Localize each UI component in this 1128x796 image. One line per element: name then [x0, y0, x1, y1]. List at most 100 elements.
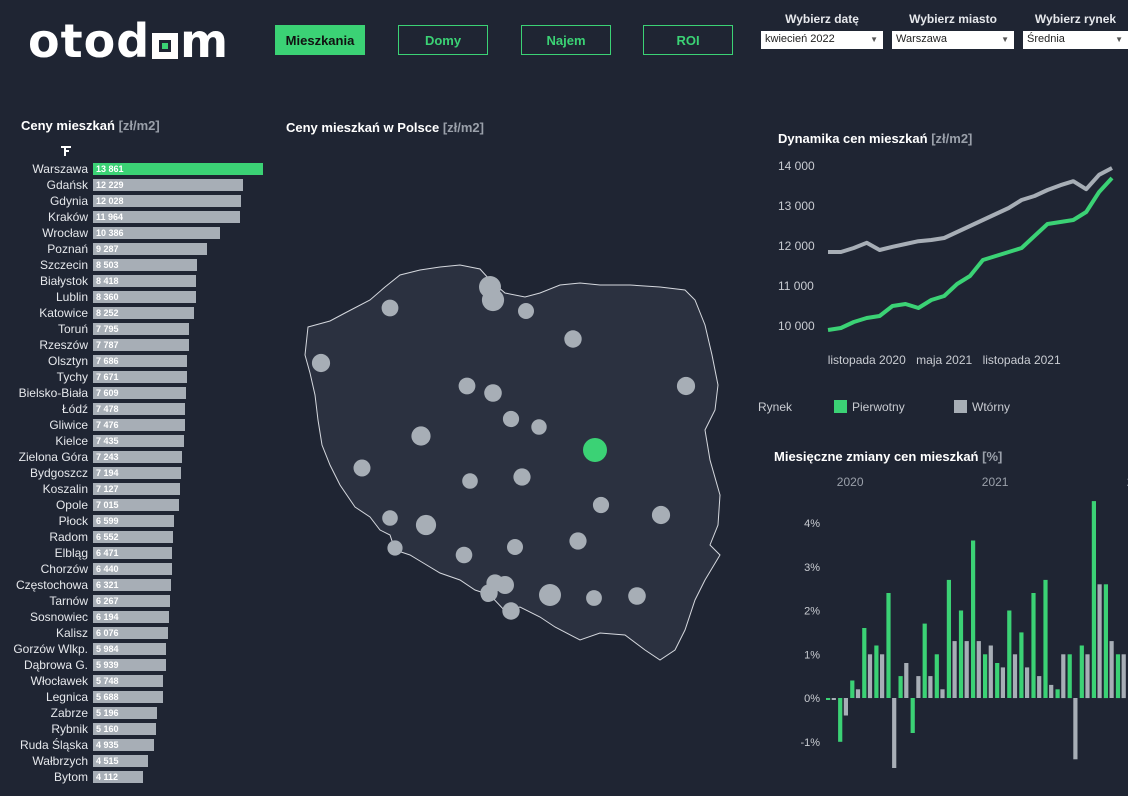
ranking-row[interactable]: Kalisz 6 076: [0, 627, 270, 639]
bar-wtórny[interactable]: [843, 698, 848, 716]
ranking-bar[interactable]: 7 127: [93, 483, 180, 495]
ranking-bar[interactable]: 8 503: [93, 259, 197, 271]
ranking-row[interactable]: Szczecin 8 503: [0, 259, 270, 271]
ranking-bar[interactable]: 9 287: [93, 243, 207, 255]
bar-pierwotny[interactable]: [1043, 579, 1048, 698]
ranking-bar[interactable]: 8 360: [93, 291, 196, 303]
ranking-bar[interactable]: 6 552: [93, 531, 173, 543]
ranking-row[interactable]: Warszawa 13 861: [0, 163, 270, 175]
bar-pierwotny[interactable]: [983, 654, 988, 699]
ranking-row[interactable]: Toruń 7 795: [0, 323, 270, 335]
ranking-row[interactable]: Rybnik 5 160: [0, 723, 270, 735]
ranking-bar[interactable]: 10 386: [93, 227, 220, 239]
map-city-bubble[interactable]: [502, 410, 520, 428]
ranking-row[interactable]: Wałbrzych 4 515: [0, 755, 270, 767]
map-city-bubble[interactable]: [411, 426, 431, 446]
ranking-bar[interactable]: 4 935: [93, 739, 154, 751]
map-city-bubble[interactable]: [569, 532, 587, 550]
map-city-bubble[interactable]: [564, 330, 582, 348]
ranking-row[interactable]: Bytom 4 112: [0, 771, 270, 783]
bar-pierwotny[interactable]: [958, 610, 964, 699]
poland-map[interactable]: [300, 255, 730, 665]
ranking-row[interactable]: Zielona Góra 7 243: [0, 451, 270, 463]
ranking-bar[interactable]: 7 243: [93, 451, 182, 463]
bar-wtórny[interactable]: [1049, 684, 1054, 698]
ranking-bar[interactable]: 7 015: [93, 499, 179, 511]
legend-swatch-pierwotny[interactable]: [834, 400, 847, 413]
otodom-logo[interactable]: otod m: [28, 18, 229, 64]
ranking-row[interactable]: Gdańsk 12 229: [0, 179, 270, 191]
ranking-bar[interactable]: 7 609: [93, 387, 186, 399]
ranking-row[interactable]: Kielce 7 435: [0, 435, 270, 447]
ranking-row[interactable]: Lublin 8 360: [0, 291, 270, 303]
bar-wtórny[interactable]: [988, 645, 993, 699]
map-city-bubble[interactable]: [676, 376, 696, 396]
map-city-bubble[interactable]: [387, 540, 403, 556]
ranking-row[interactable]: Elbląg 6 471: [0, 547, 270, 559]
ranking-row[interactable]: Gliwice 7 476: [0, 419, 270, 431]
bar-pierwotny[interactable]: [971, 540, 976, 699]
bar-wtórny[interactable]: [904, 663, 909, 698]
nav-button-domy[interactable]: Domy: [398, 25, 488, 55]
nav-button-roi[interactable]: ROI: [643, 25, 733, 55]
bar-pierwotny[interactable]: [874, 645, 879, 699]
bar-pierwotny[interactable]: [1007, 610, 1012, 699]
bar-pierwotny[interactable]: [862, 628, 867, 698]
map-city-bubble[interactable]: [455, 546, 473, 564]
bar-wtórny[interactable]: [1037, 676, 1042, 698]
bar-wtórny[interactable]: [892, 698, 897, 768]
map-city-bubble[interactable]: [462, 473, 478, 489]
ranking-bar[interactable]: 4 515: [93, 755, 148, 767]
map-city-bubble[interactable]: [592, 496, 610, 514]
ranking-bar[interactable]: 7 194: [93, 467, 181, 479]
bar-wtórny[interactable]: [831, 698, 836, 700]
ranking-row[interactable]: Koszalin 7 127: [0, 483, 270, 495]
map-city-bubble[interactable]: [531, 419, 547, 435]
ranking-row[interactable]: Płock 6 599: [0, 515, 270, 527]
ranking-row[interactable]: Kraków 11 964: [0, 211, 270, 223]
ranking-row[interactable]: Gdynia 12 028: [0, 195, 270, 207]
bar-pierwotny[interactable]: [1103, 584, 1108, 699]
ranking-bar[interactable]: 12 028: [93, 195, 241, 207]
line-series-wtórny[interactable]: [828, 166, 1113, 254]
nav-button-najem[interactable]: Najem: [521, 25, 611, 55]
bar-pierwotny[interactable]: [1115, 654, 1121, 699]
map-city-bubble[interactable]: [381, 299, 399, 317]
ranking-bar[interactable]: 6 267: [93, 595, 170, 607]
ranking-bar[interactable]: 12 229: [93, 179, 243, 191]
ranking-row[interactable]: Ruda Śląska 4 935: [0, 739, 270, 751]
bar-wtórny[interactable]: [1097, 584, 1102, 699]
bar-wtórny[interactable]: [964, 641, 969, 698]
ranking-bar[interactable]: 8 252: [93, 307, 194, 319]
bar-pierwotny[interactable]: [910, 698, 915, 733]
ranking-row[interactable]: Włocławek 5 748: [0, 675, 270, 687]
map-city-bubble[interactable]: [311, 353, 331, 373]
ranking-row[interactable]: Radom 6 552: [0, 531, 270, 543]
bar-pierwotny[interactable]: [898, 676, 903, 698]
ranking-row[interactable]: Chorzów 6 440: [0, 563, 270, 575]
filter-icon[interactable]: [60, 145, 73, 157]
ranking-bar[interactable]: 6 599: [93, 515, 174, 527]
bar-pierwotny[interactable]: [1091, 501, 1096, 698]
map-city-bubble[interactable]: [353, 459, 371, 477]
bar-wtórny[interactable]: [940, 689, 945, 699]
ranking-bar[interactable]: 7 435: [93, 435, 184, 447]
ranking-bar[interactable]: 5 939: [93, 659, 166, 671]
ranking-bar[interactable]: 6 471: [93, 547, 172, 559]
nav-button-mieszkania[interactable]: Mieszkania: [275, 25, 365, 55]
bar-wtórny[interactable]: [1012, 654, 1018, 699]
ranking-bar[interactable]: 5 688: [93, 691, 163, 703]
bar-pierwotny[interactable]: [826, 698, 831, 700]
ranking-row[interactable]: Częstochowa 6 321: [0, 579, 270, 591]
ranking-bar[interactable]: 11 964: [93, 211, 240, 223]
bar-pierwotny[interactable]: [934, 654, 939, 699]
map-city-bubble[interactable]: [507, 539, 523, 555]
bar-wtórny[interactable]: [855, 689, 861, 699]
ranking-row[interactable]: Poznań 9 287: [0, 243, 270, 255]
ranking-row[interactable]: Tychy 7 671: [0, 371, 270, 383]
map-city-bubble[interactable]: [586, 590, 602, 606]
ranking-row[interactable]: Katowice 8 252: [0, 307, 270, 319]
ranking-bar[interactable]: 6 440: [93, 563, 172, 575]
ranking-bar[interactable]: 5 984: [93, 643, 166, 655]
bar-pierwotny[interactable]: [886, 593, 891, 698]
